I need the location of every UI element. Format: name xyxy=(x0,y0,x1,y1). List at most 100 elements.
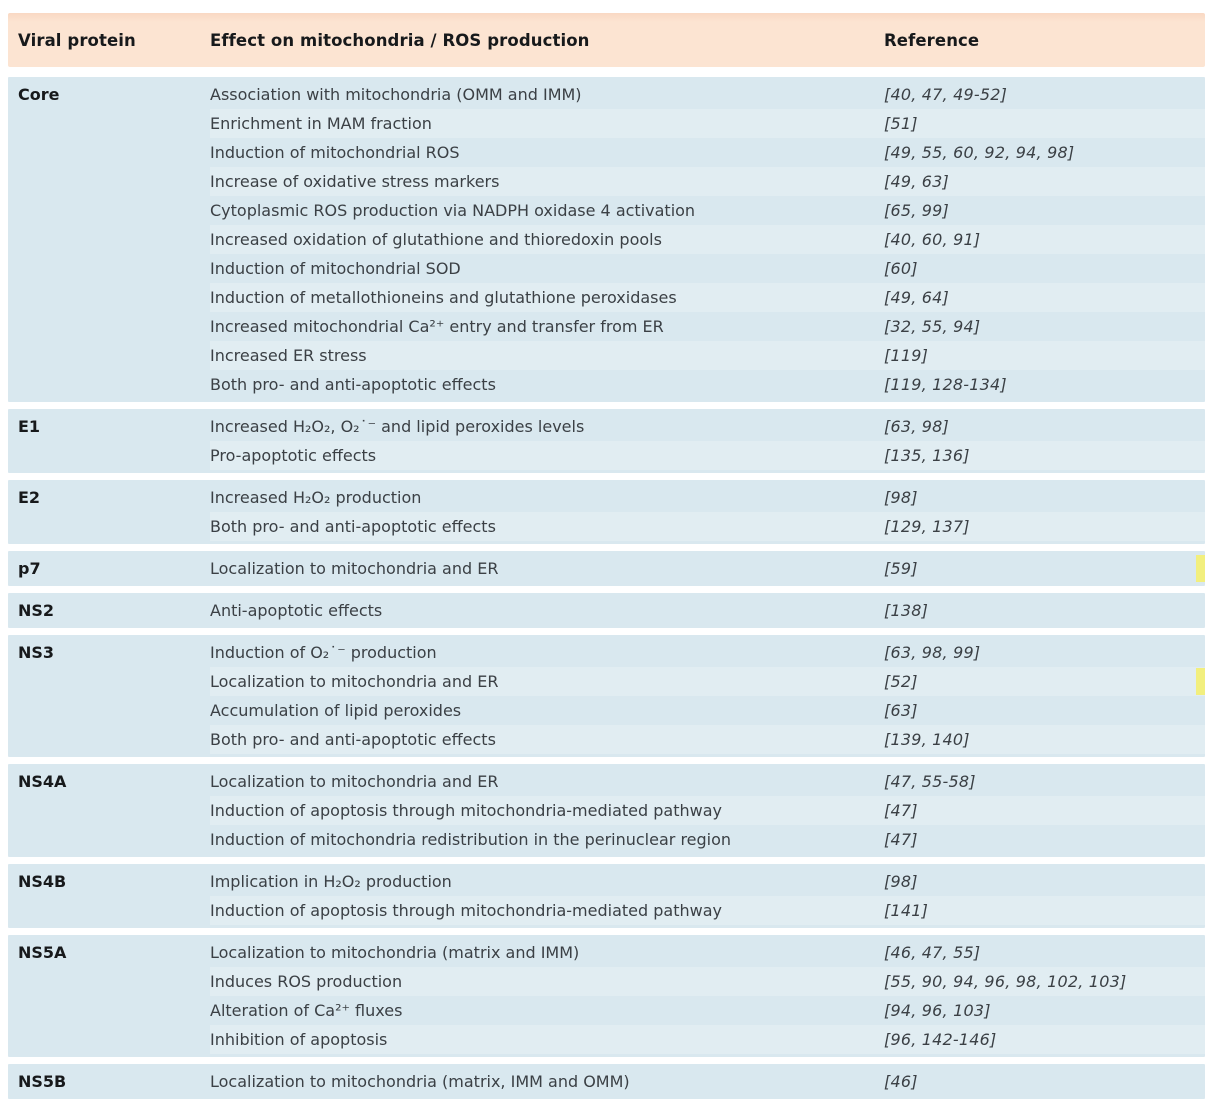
reference-cell: [138] xyxy=(884,600,929,620)
table-row: Localization to mitochondria and ER [59] xyxy=(210,554,1205,583)
protein-name: E2 xyxy=(18,488,41,507)
effect-cell: Inhibition of apoptosis xyxy=(210,1029,388,1049)
section-rows: Increased H₂O₂ production [98] Both pro-… xyxy=(210,483,1205,541)
effect-cell: Both pro- and anti-apoptotic effects xyxy=(210,729,496,749)
table-row: Increased H₂O₂ production [98] xyxy=(210,483,1205,512)
reference-cell: [63, 98, 99] xyxy=(884,642,981,662)
table-row: Localization to mitochondria and ER [47,… xyxy=(210,767,1205,796)
protein-section: NS5A Localization to mitochondria (matri… xyxy=(8,935,1205,1057)
section-rows: Localization to mitochondria (matrix, IM… xyxy=(210,1067,1205,1096)
table-row: Localization to mitochondria (matrix and… xyxy=(210,938,1205,967)
table-row: Localization to mitochondria (matrix, IM… xyxy=(210,1067,1205,1096)
effect-cell: Induction of mitochondrial ROS xyxy=(210,142,460,162)
viral-protein-table: Viral protein Effect on mitochondria / R… xyxy=(8,13,1205,1099)
reference-cell: [63, 98] xyxy=(884,416,949,436)
reference-cell: [32, 55, 94] xyxy=(884,316,981,336)
column-header-effect: Effect on mitochondria / ROS production xyxy=(210,30,590,50)
effect-cell: Increased H₂O₂, O₂˙⁻ and lipid peroxides… xyxy=(210,416,585,436)
section-rows: Localization to mitochondria and ER [59] xyxy=(210,554,1205,583)
table-row: Both pro- and anti-apoptotic effects [13… xyxy=(210,725,1205,754)
table-row: Induction of O₂˙⁻ production [63, 98, 99… xyxy=(210,638,1205,667)
reference-cell: [49, 55, 60, 92, 94, 98] xyxy=(884,142,1075,162)
effect-cell: Induction of mitochondrial SOD xyxy=(210,258,461,278)
reference-cell: [139, 140] xyxy=(884,729,970,749)
effect-cell: Alteration of Ca²⁺ fluxes xyxy=(210,1000,403,1020)
section-rows: Implication in H₂O₂ production [98] Indu… xyxy=(210,867,1205,925)
effect-cell: Increased oxidation of glutathione and t… xyxy=(210,229,662,249)
table-row: Both pro- and anti-apoptotic effects [12… xyxy=(210,512,1205,541)
reference-cell: [49, 64] xyxy=(884,287,949,307)
effect-cell: Localization to mitochondria (matrix and… xyxy=(210,942,580,962)
reference-cell: [119, 128-134] xyxy=(884,374,1007,394)
table-row: Accumulation of lipid peroxides [63] xyxy=(210,696,1205,725)
effect-cell: Localization to mitochondria and ER xyxy=(210,558,499,578)
reference-cell: [52] xyxy=(884,671,918,691)
effect-cell: Accumulation of lipid peroxides xyxy=(210,700,462,720)
effect-cell: Enrichment in MAM fraction xyxy=(210,113,432,133)
table-row: Induction of mitochondrial ROS [49, 55, … xyxy=(210,138,1205,167)
effect-cell: Induction of O₂˙⁻ production xyxy=(210,642,437,662)
protein-name: NS3 xyxy=(18,643,55,662)
reference-cell: [49, 63] xyxy=(884,171,949,191)
reference-cell: [141] xyxy=(884,900,929,920)
protein-section: E2 Increased H₂O₂ production [98] Both p… xyxy=(8,480,1205,544)
table-row: Enrichment in MAM fraction [51] xyxy=(210,109,1205,138)
protein-section: NS4B Implication in H₂O₂ production [98]… xyxy=(8,864,1205,928)
table-row: Induction of apoptosis through mitochond… xyxy=(210,896,1205,925)
effect-cell: Induction of apoptosis through mitochond… xyxy=(210,800,722,820)
effect-cell: Induces ROS production xyxy=(210,971,403,991)
reference-cell: [51] xyxy=(884,113,918,133)
column-header-viral-protein: Viral protein xyxy=(18,30,136,50)
protein-name: NS5A xyxy=(18,943,67,962)
effect-cell: Induction of metallothioneins and glutat… xyxy=(210,287,677,307)
protein-section: NS5B Localization to mitochondria (matri… xyxy=(8,1064,1205,1099)
effect-cell: Implication in H₂O₂ production xyxy=(210,871,452,891)
table-row: Induction of mitochondria redistribution… xyxy=(210,825,1205,854)
reference-cell: [55, 90, 94, 96, 98, 102, 103] xyxy=(884,971,1127,991)
table-row: Cytoplasmic ROS production via NADPH oxi… xyxy=(210,196,1205,225)
reference-cell: [98] xyxy=(884,871,918,891)
table-row: Implication in H₂O₂ production [98] xyxy=(210,867,1205,896)
table-row: Induction of metallothioneins and glutat… xyxy=(210,283,1205,312)
effect-cell: Increased H₂O₂ production xyxy=(210,487,422,507)
effect-cell: Induction of apoptosis through mitochond… xyxy=(210,900,722,920)
reference-cell: [119] xyxy=(884,345,929,365)
section-rows: Association with mitochondria (OMM and I… xyxy=(210,80,1205,399)
reference-cell: [47, 55-58] xyxy=(884,771,976,791)
protein-name: E1 xyxy=(18,417,41,436)
protein-name: NS4A xyxy=(18,772,67,791)
reference-cell: [135, 136] xyxy=(884,445,970,465)
table-row: Increased mitochondrial Ca²⁺ entry and t… xyxy=(210,312,1205,341)
effect-cell: Increase of oxidative stress markers xyxy=(210,171,500,191)
table-row: Increased H₂O₂, O₂˙⁻ and lipid peroxides… xyxy=(210,412,1205,441)
table-row: Increased oxidation of glutathione and t… xyxy=(210,225,1205,254)
table-row: Localization to mitochondria and ER [52] xyxy=(210,667,1205,696)
table-row: Both pro- and anti-apoptotic effects [11… xyxy=(210,370,1205,399)
effect-cell: Localization to mitochondria and ER xyxy=(210,771,499,791)
protein-name: NS4B xyxy=(18,872,67,891)
reference-cell: [46, 47, 55] xyxy=(884,942,981,962)
table-row: Pro-apoptotic effects [135, 136] xyxy=(210,441,1205,470)
table-row: Induction of mitochondrial SOD [60] xyxy=(210,254,1205,283)
effect-cell: Cytoplasmic ROS production via NADPH oxi… xyxy=(210,200,696,220)
protein-section: E1 Increased H₂O₂, O₂˙⁻ and lipid peroxi… xyxy=(8,409,1205,473)
effect-cell: Anti-apoptotic effects xyxy=(210,600,383,620)
effect-cell: Both pro- and anti-apoptotic effects xyxy=(210,516,496,536)
table-row: Association with mitochondria (OMM and I… xyxy=(210,80,1205,109)
effect-cell: Both pro- and anti-apoptotic effects xyxy=(210,374,496,394)
effect-cell: Induction of mitochondria redistribution… xyxy=(210,829,732,849)
protein-name: NS5B xyxy=(18,1072,67,1091)
reference-cell: [96, 142-146] xyxy=(884,1029,997,1049)
protein-section: NS4A Localization to mitochondria and ER… xyxy=(8,764,1205,857)
section-rows: Localization to mitochondria (matrix and… xyxy=(210,938,1205,1054)
protein-section: NS3 Induction of O₂˙⁻ production [63, 98… xyxy=(8,635,1205,757)
effect-cell: Increased mitochondrial Ca²⁺ entry and t… xyxy=(210,316,664,336)
reference-cell: [46] xyxy=(884,1071,918,1091)
table-row: Increased ER stress [119] xyxy=(210,341,1205,370)
protein-section: NS2 Anti-apoptotic effects [138] xyxy=(8,593,1205,628)
protein-section: Core Association with mitochondria (OMM … xyxy=(8,77,1205,402)
table-row: Anti-apoptotic effects [138] xyxy=(210,596,1205,625)
highlight-mark xyxy=(1196,555,1205,582)
reference-cell: [47] xyxy=(884,829,918,849)
